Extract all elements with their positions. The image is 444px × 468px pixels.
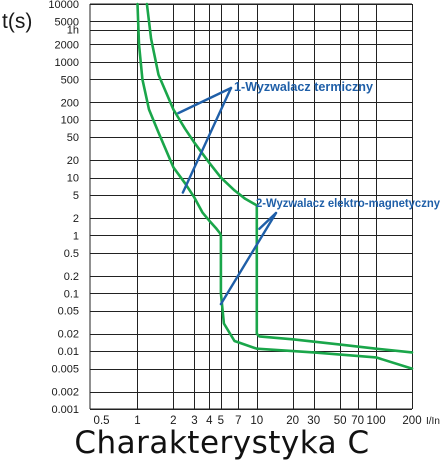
x-tick-labels: 0.5 1 2 3 4 5 7 10 20 30 50 70 100 200 [94,415,422,427]
y-tick-label: 0.5 [64,248,79,260]
annotation-leader-1 [177,86,233,115]
curves [136,2,414,370]
grid [89,3,413,410]
y-tick-label: 500 [61,74,79,86]
y-tick-label: 1 [73,230,79,242]
annotation-leaders [177,86,278,306]
x-tick-label: 2 [170,415,176,427]
y-tick-label: 10000 [48,0,79,11]
annotation-leader-2 [219,211,278,306]
x-tick-label: 50 [334,415,347,427]
y-tick-label: 1000 [55,57,79,69]
annotation-leader-1 [181,86,233,194]
y-tick-label: 10 [67,173,79,185]
x-tick-label: 200 [402,415,421,427]
x-axis-label: I/In [426,416,440,427]
y-tick-label: 0.1 [64,288,79,300]
x-tick-label: 4 [206,415,213,427]
y-tick-label: 5 [73,190,79,202]
annotation-label-1: 1-Wyzwalacz termiczny [234,79,374,94]
y-axis-label: t(s) [2,10,32,33]
x-tick-label: 10 [250,415,263,427]
y-tick-label: 1h [67,25,79,37]
y-tick-label: 0.05 [58,306,79,318]
y-tick-label: 0.02 [58,329,79,341]
y-tick-label: 0.005 [51,364,79,376]
y-tick-label: 0.01 [58,346,79,358]
y-tick-label: 0.001 [51,404,79,416]
y-tick-label: 100 [61,115,79,127]
x-tick-label: 0.5 [94,415,110,427]
x-tick-label: 30 [307,415,320,427]
y-tick-label: 50 [67,132,79,144]
series-line-2 [145,2,414,354]
x-tick-label: 70 [351,415,364,427]
x-tick-label: 1 [134,415,140,427]
y-tick-label: 20 [67,155,79,167]
y-tick-label: 2 [73,213,79,225]
y-tick-label: 5000 [55,16,79,28]
x-tick-label: 3 [191,415,197,427]
y-tick-label: 0.2 [64,271,79,283]
y-tick-label: 2000 [55,39,79,51]
annotation-label-2: 2-Wyzwalacz elektro-magnetyczny [256,198,441,210]
x-tick-label: 7 [235,415,241,427]
x-tick-label: 5 [218,415,224,427]
chart-title: Charakterystyka C [74,425,370,461]
x-tick-label: 20 [286,415,299,427]
x-tick-label: 100 [366,415,385,427]
y-tick-label: 0.002 [51,387,79,399]
series-line-1 [136,2,414,370]
y-tick-label: 200 [61,97,79,109]
